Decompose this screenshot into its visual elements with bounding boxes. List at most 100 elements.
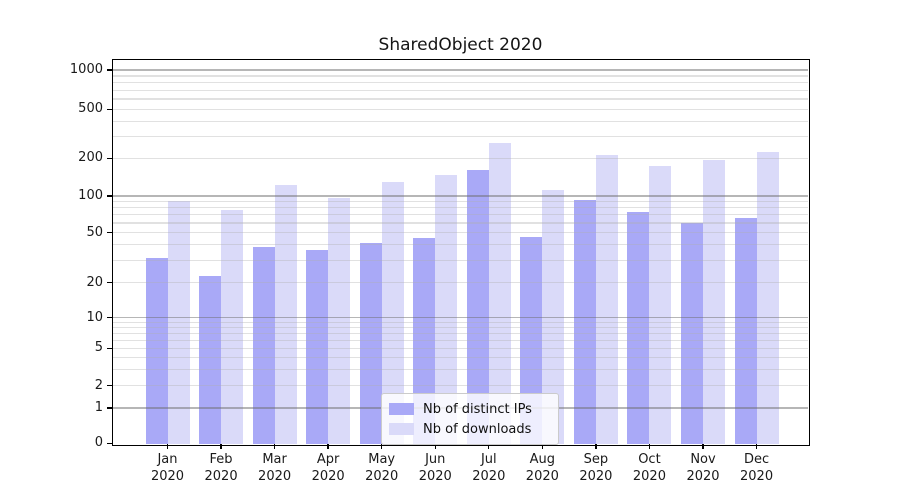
gridline-minor: [113, 108, 808, 110]
y-tick-label: 1: [94, 400, 103, 415]
y-tick-label: 0: [94, 435, 103, 451]
y-tick-mark: [107, 407, 113, 409]
x-tick-label: Mar 2020: [258, 452, 292, 484]
bar-distinct-ips: [306, 249, 329, 444]
y-tick-mark: [107, 108, 113, 110]
x-tick-label: Jul 2020: [472, 452, 506, 484]
gridline-minor: [113, 244, 808, 246]
y-tick-label: 5: [94, 340, 103, 356]
y-tick-mark: [107, 385, 113, 387]
gridline-minor: [113, 282, 808, 284]
y-tick-label: 100: [78, 188, 103, 203]
x-tick-label: Aug 2020: [525, 452, 559, 484]
gridline-minor: [113, 356, 808, 358]
x-tick-label: Nov 2020: [686, 452, 720, 484]
x-tick-mark: [273, 444, 276, 449]
bar-downloads: [328, 198, 351, 444]
x-tick-mark: [488, 444, 490, 449]
gridline-major: [113, 195, 808, 197]
y-tick-mark: [107, 157, 113, 159]
bar-distinct-ips: [252, 246, 275, 444]
bar-distinct-ips: [627, 212, 650, 444]
x-tick-label: Jun 2020: [418, 452, 452, 484]
x-tick-mark: [434, 444, 436, 449]
gridline-minor: [113, 232, 808, 234]
y-tick-mark: [107, 232, 113, 234]
y-tick-mark: [107, 347, 113, 349]
x-tick-label: May 2020: [365, 452, 399, 484]
x-tick-mark: [220, 444, 222, 449]
y-tick-label: 500: [78, 101, 103, 117]
x-tick-mark: [648, 444, 651, 449]
legend-swatch-downloads: [389, 423, 414, 435]
bar-downloads: [756, 151, 779, 444]
y-tick-label: 20: [86, 274, 103, 290]
bar-downloads: [381, 182, 404, 444]
x-tick-label: Oct 2020: [632, 452, 666, 484]
bar-distinct-ips: [520, 236, 543, 444]
gridline-minor: [113, 339, 808, 341]
x-tick-mark: [702, 444, 704, 449]
gridline-minor: [113, 82, 808, 84]
legend-row-distinct-ips: Nb of distinct IPs: [389, 399, 550, 419]
bar-distinct-ips: [413, 237, 436, 444]
y-tick-label: 1000: [69, 62, 103, 77]
bar-distinct-ips: [199, 275, 222, 444]
gridline-minor: [113, 347, 808, 349]
chart-title: SharedObject 2020: [378, 35, 543, 55]
gridline-minor: [113, 326, 808, 328]
x-tick-mark: [595, 444, 597, 449]
bar-downloads: [435, 174, 458, 444]
bar-downloads: [595, 155, 618, 444]
y-tick-mark: [107, 442, 113, 444]
gridline-minor: [113, 368, 808, 370]
bar-distinct-ips: [466, 169, 489, 444]
legend-label-distinct-ips: Nb of distinct IPs: [423, 401, 532, 417]
bar-distinct-ips: [573, 200, 596, 444]
gridline-minor: [113, 222, 808, 224]
gridline-major: [113, 69, 808, 71]
y-tick-mark: [107, 69, 113, 71]
legend-label-downloads: Nb of downloads: [423, 421, 532, 437]
bar-downloads: [488, 142, 511, 444]
bar-downloads: [221, 210, 244, 444]
bar-distinct-ips: [734, 217, 757, 444]
y-tick-mark: [107, 195, 113, 197]
y-tick-label: 2: [94, 377, 103, 393]
x-tick-mark: [327, 444, 329, 449]
gridline-minor: [113, 200, 808, 203]
x-tick-label: Dec 2020: [740, 452, 774, 484]
plot-area: [111, 58, 810, 446]
bar-downloads: [649, 165, 672, 444]
bar-distinct-ips: [359, 242, 382, 444]
bar-distinct-ips: [681, 222, 703, 444]
legend-swatch-distinct-ips: [389, 403, 414, 415]
bar-downloads: [274, 184, 297, 444]
gridline-minor: [113, 120, 808, 122]
x-tick-mark: [755, 444, 758, 449]
gridline-minor: [113, 98, 808, 100]
gridline-minor: [113, 89, 808, 91]
x-tick-mark: [381, 444, 383, 449]
x-tick-mark: [166, 444, 169, 449]
gridline-minor: [113, 385, 808, 387]
gridline-minor: [113, 259, 808, 262]
gridline-minor: [113, 321, 808, 323]
y-tick-mark: [107, 316, 113, 319]
y-tick-label: 10: [86, 309, 103, 325]
bar-downloads: [703, 160, 725, 444]
gridline-minor: [113, 157, 808, 159]
gridline-minor: [113, 136, 808, 138]
gridline-minor: [113, 214, 808, 216]
y-tick-label: 200: [78, 150, 103, 166]
gridline-major: [113, 316, 808, 319]
bar-downloads: [167, 200, 190, 444]
bar-distinct-ips: [145, 257, 168, 444]
x-tick-label: Feb 2020: [204, 452, 238, 484]
x-tick-label: Jan 2020: [150, 452, 185, 484]
gridline-minor: [113, 207, 808, 209]
legend: Nb of distinct IPs Nb of downloads: [381, 393, 559, 445]
y-tick-mark: [107, 282, 113, 284]
gridline-minor: [113, 75, 808, 77]
